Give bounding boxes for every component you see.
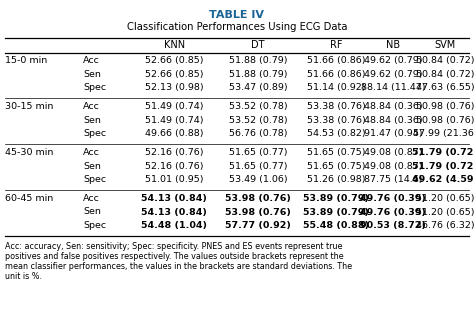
Text: 51.49 (0.74): 51.49 (0.74) [145,102,203,111]
Text: 49.76 (0.39): 49.76 (0.39) [360,194,426,203]
Text: 50.98 (0.76): 50.98 (0.76) [416,116,474,125]
Text: 51.65 (0.75): 51.65 (0.75) [307,162,365,171]
Text: 52.16 (0.76): 52.16 (0.76) [145,148,203,157]
Text: Acc: accuracy, Sen: sensitivity; Spec: specificity. PNES and ES events represent: Acc: accuracy, Sen: sensitivity; Spec: s… [5,242,343,251]
Text: 52.13 (0.98): 52.13 (0.98) [145,83,203,92]
Text: 49.62 (4.59): 49.62 (4.59) [412,175,474,184]
Text: 88.14 (11.47): 88.14 (11.47) [361,83,425,92]
Text: 87.75 (14.6): 87.75 (14.6) [364,175,422,184]
Text: 52.66 (0.85): 52.66 (0.85) [145,70,203,79]
Text: 51.14 (0.92): 51.14 (0.92) [307,83,365,92]
Text: unit is %.: unit is %. [5,272,42,281]
Text: 53.38 (0.76): 53.38 (0.76) [307,116,365,125]
Text: DT: DT [251,40,265,50]
Text: 57.99 (21.36): 57.99 (21.36) [413,129,474,138]
Text: 52.66 (0.85): 52.66 (0.85) [145,56,203,65]
Text: Acc: Acc [83,148,100,157]
Text: 54.48 (1.04): 54.48 (1.04) [141,221,207,230]
Text: 52.16 (0.76): 52.16 (0.76) [145,162,203,171]
Text: Sen: Sen [83,70,101,79]
Text: Spec: Spec [83,221,106,230]
Text: 49.62 (0.79): 49.62 (0.79) [364,70,422,79]
Text: Acc: Acc [83,56,100,65]
Text: 51.65 (0.77): 51.65 (0.77) [229,148,287,157]
Text: 30-15 min: 30-15 min [5,102,54,111]
Text: 55.48 (0.88): 55.48 (0.88) [303,221,369,230]
Text: 15-0 min: 15-0 min [5,56,47,65]
Text: TABLE IV: TABLE IV [210,10,264,20]
Text: 51.26 (0.98): 51.26 (0.98) [307,175,365,184]
Text: SVM: SVM [434,40,456,50]
Text: 51.79 (0.72): 51.79 (0.72) [412,148,474,157]
Text: 53.52 (0.78): 53.52 (0.78) [228,102,287,111]
Text: 51.65 (0.75): 51.65 (0.75) [307,148,365,157]
Text: 51.88 (0.79): 51.88 (0.79) [229,56,287,65]
Text: 53.47 (0.89): 53.47 (0.89) [228,83,287,92]
Text: 49.62 (0.79): 49.62 (0.79) [364,56,422,65]
Text: 60-45 min: 60-45 min [5,194,53,203]
Text: 53.89 (0.79): 53.89 (0.79) [303,207,369,216]
Text: 53.89 (0.79): 53.89 (0.79) [303,194,369,203]
Text: Sen: Sen [83,116,101,125]
Text: 49.66 (0.88): 49.66 (0.88) [145,129,203,138]
Text: 56.76 (0.78): 56.76 (0.78) [229,129,287,138]
Text: 50.84 (0.72): 50.84 (0.72) [416,56,474,65]
Text: 53.49 (1.06): 53.49 (1.06) [228,175,287,184]
Text: 45-30 min: 45-30 min [5,148,54,157]
Text: 90.53 (8.72): 90.53 (8.72) [360,221,426,230]
Text: 51.79 (0.72): 51.79 (0.72) [412,162,474,171]
Text: 49.76 (0.39): 49.76 (0.39) [360,207,426,216]
Text: 48.84 (0.36): 48.84 (0.36) [364,102,422,111]
Text: 53.98 (0.76): 53.98 (0.76) [225,194,291,203]
Text: 51.65 (0.77): 51.65 (0.77) [229,162,287,171]
Text: 51.20 (0.65): 51.20 (0.65) [416,194,474,203]
Text: Classification Performances Using ECG Data: Classification Performances Using ECG Da… [127,22,347,32]
Text: 54.53 (0.82): 54.53 (0.82) [307,129,365,138]
Text: 51.01 (0.95): 51.01 (0.95) [145,175,203,184]
Text: mean classifier performances, the values in the brackets are standard deviations: mean classifier performances, the values… [5,262,352,271]
Text: 50.84 (0.72): 50.84 (0.72) [416,70,474,79]
Text: 51.88 (0.79): 51.88 (0.79) [229,70,287,79]
Text: 54.13 (0.84): 54.13 (0.84) [141,207,207,216]
Text: 51.20 (0.65): 51.20 (0.65) [416,207,474,216]
Text: Sen: Sen [83,162,101,171]
Text: 51.66 (0.86): 51.66 (0.86) [307,56,365,65]
Text: KNN: KNN [164,40,185,50]
Text: 47.63 (6.55): 47.63 (6.55) [416,83,474,92]
Text: 57.77 (0.92): 57.77 (0.92) [225,221,291,230]
Text: Spec: Spec [83,175,106,184]
Text: 50.98 (0.76): 50.98 (0.76) [416,102,474,111]
Text: positives and false positives respectively. The values outside brackets represen: positives and false positives respective… [5,252,344,261]
Text: 91.47 (0.94): 91.47 (0.94) [364,129,422,138]
Text: 54.13 (0.84): 54.13 (0.84) [141,194,207,203]
Text: 51.49 (0.74): 51.49 (0.74) [145,116,203,125]
Text: Acc: Acc [83,102,100,111]
Text: 46.76 (6.32): 46.76 (6.32) [416,221,474,230]
Text: Acc: Acc [83,194,100,203]
Text: Sen: Sen [83,207,101,216]
Text: 53.98 (0.76): 53.98 (0.76) [225,207,291,216]
Text: Spec: Spec [83,129,106,138]
Text: 48.84 (0.36): 48.84 (0.36) [364,116,422,125]
Text: Spec: Spec [83,83,106,92]
Text: 53.52 (0.78): 53.52 (0.78) [228,116,287,125]
Text: 51.66 (0.86): 51.66 (0.86) [307,70,365,79]
Text: 53.38 (0.76): 53.38 (0.76) [307,102,365,111]
Text: 49.08 (0.87): 49.08 (0.87) [364,162,422,171]
Text: 49.08 (0.87): 49.08 (0.87) [364,148,422,157]
Text: NB: NB [386,40,400,50]
Text: RF: RF [330,40,342,50]
